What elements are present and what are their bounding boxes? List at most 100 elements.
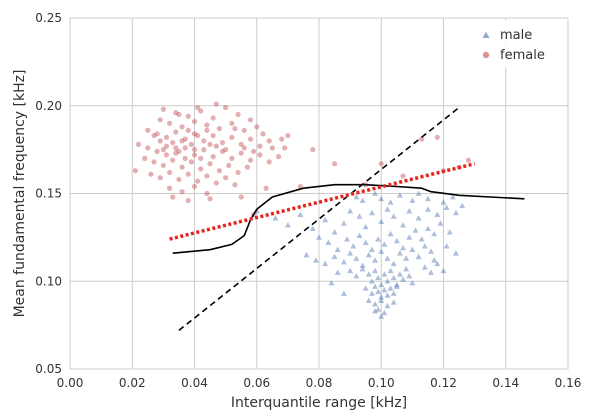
male-point <box>434 211 441 217</box>
male-point <box>384 292 391 298</box>
male-point <box>403 265 410 272</box>
male-point <box>365 271 372 277</box>
x-tick-label: 0.14 <box>492 376 519 390</box>
female-point <box>207 196 213 202</box>
female-point <box>151 159 157 165</box>
male-point <box>356 232 363 239</box>
tick-labels: 0.00 0.02 0.04 0.06 0.08 0.10 0.12 0.14 0.16 0.05… <box>35 11 581 390</box>
female-point <box>213 180 219 186</box>
female-point <box>154 131 160 137</box>
female-point <box>195 132 201 139</box>
male-point <box>412 227 419 233</box>
male-point <box>334 269 341 275</box>
female-point <box>157 175 163 181</box>
female-point <box>191 118 198 125</box>
female-point <box>251 148 257 154</box>
female-point <box>154 148 160 154</box>
male-point <box>428 269 435 275</box>
female-point <box>434 134 440 140</box>
legend-male-marker <box>482 31 490 38</box>
male-point <box>409 280 416 286</box>
male-point <box>297 211 304 217</box>
male-point <box>406 208 413 214</box>
female-point <box>198 166 204 172</box>
female-point <box>260 131 266 137</box>
female-point <box>257 152 263 158</box>
male-point <box>393 237 400 244</box>
male-point <box>424 225 431 231</box>
female-point <box>173 110 179 116</box>
male-point <box>347 250 354 256</box>
female-point <box>182 145 188 151</box>
legend-male-label: male <box>500 28 532 43</box>
male-point <box>356 213 363 219</box>
female-point <box>257 143 263 149</box>
male-point <box>365 251 372 258</box>
female-point <box>170 140 176 146</box>
male-point <box>400 244 407 251</box>
female-point <box>157 117 163 123</box>
male-point <box>390 274 397 281</box>
female-point <box>167 120 173 126</box>
male-point <box>368 278 375 284</box>
male-point <box>452 250 459 256</box>
male-point <box>446 229 453 235</box>
legend-female-marker <box>482 51 490 59</box>
female-point <box>219 140 226 146</box>
female-point <box>247 136 254 142</box>
male-point <box>421 264 428 270</box>
x-axis-label: Interquantile range [kHz] <box>231 395 407 411</box>
female-point <box>185 197 191 204</box>
male-point <box>393 283 400 289</box>
female-point <box>195 178 201 184</box>
male-point <box>340 220 347 226</box>
female-point <box>173 129 179 135</box>
male-point <box>381 309 388 316</box>
female-point <box>232 182 238 188</box>
female-point <box>275 154 282 160</box>
female-point <box>229 134 235 140</box>
female-point <box>269 145 275 151</box>
male-point <box>372 190 379 196</box>
female-point <box>204 122 210 128</box>
male-point <box>362 239 369 246</box>
male-point <box>393 281 400 288</box>
male-point <box>353 272 360 279</box>
male-point <box>396 192 403 198</box>
legend-female-label: female <box>500 48 545 63</box>
female-point <box>207 161 213 167</box>
male-point <box>424 206 431 212</box>
female-point <box>219 148 226 154</box>
y-tick-label: 0.25 <box>35 11 62 25</box>
female-point <box>188 141 194 147</box>
male-point <box>384 255 391 261</box>
female-point <box>179 124 185 130</box>
male-point <box>372 257 379 263</box>
male-point <box>415 190 422 196</box>
female-point <box>400 173 406 179</box>
male-point <box>365 297 372 303</box>
x-tick-label: 0.04 <box>181 376 208 390</box>
female-point <box>198 155 204 161</box>
x-tick-label: 0.12 <box>430 376 457 390</box>
female-point <box>170 194 176 200</box>
female-point <box>191 183 198 190</box>
female-point <box>204 173 210 179</box>
female-point <box>223 104 229 111</box>
female-point <box>191 147 198 153</box>
male-point <box>409 197 416 203</box>
plot-frame <box>69 17 569 370</box>
male-point <box>400 222 407 228</box>
y-tick-label: 0.10 <box>35 274 62 288</box>
decision-boundary-line <box>172 183 525 254</box>
male-point <box>322 260 329 267</box>
female-point <box>238 141 244 147</box>
male-point <box>340 290 347 296</box>
male-point <box>387 230 394 237</box>
male-point <box>452 209 459 216</box>
male-point <box>362 223 369 230</box>
male-point <box>390 299 397 305</box>
female-point <box>173 145 179 151</box>
female-point <box>247 117 254 123</box>
female-point <box>378 161 384 167</box>
